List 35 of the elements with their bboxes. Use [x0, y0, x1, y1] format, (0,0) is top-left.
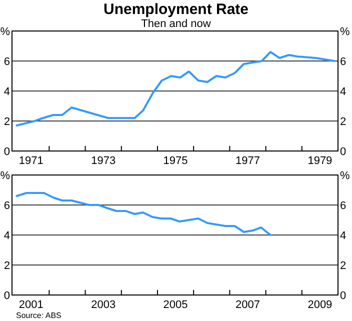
y-tick-label: 2	[4, 260, 10, 272]
line-series	[16, 192, 272, 236]
x-tick-label: 2005	[163, 299, 188, 311]
y-tick-label: %	[0, 170, 10, 182]
x-tick-label: 1979	[308, 155, 332, 167]
chart-subtitle: Then and now	[141, 18, 211, 30]
y2-tick-label: %	[340, 26, 350, 38]
y-tick-label: 2	[4, 116, 10, 128]
y2-tick-label: 6	[340, 200, 346, 212]
y-tick-label: 4	[4, 230, 10, 242]
y2-tick-label: 6	[340, 56, 346, 68]
y2-tick-label: 4	[340, 230, 346, 242]
x-tick-label: 2007	[236, 299, 260, 311]
x-tick-label: 1971	[18, 155, 44, 167]
y-tick-label: 4	[4, 86, 10, 98]
y-tick-label: 0	[4, 146, 10, 158]
x-tick-label: 1973	[91, 155, 116, 167]
source-note: Source: ABS	[16, 311, 62, 320]
y2-tick-label: 0	[340, 146, 346, 158]
chart-title: Unemployment Rate	[103, 1, 249, 18]
y2-tick-label: %	[340, 170, 350, 182]
x-tick-label: 2001	[18, 299, 44, 311]
y2-tick-label: 0	[340, 290, 346, 302]
x-tick-label: 1975	[163, 155, 188, 167]
y-tick-label: 0	[4, 290, 10, 302]
y2-tick-label: 2	[340, 260, 346, 272]
x-tick-label: 2009	[308, 299, 332, 311]
line-series	[16, 51, 336, 126]
y-tick-label: 6	[4, 56, 10, 68]
y2-tick-label: 4	[340, 86, 346, 98]
x-tick-label: 2003	[91, 299, 116, 311]
y2-tick-label: 2	[340, 116, 346, 128]
y-tick-label: %	[0, 26, 10, 38]
x-tick-label: 1977	[236, 155, 260, 167]
y-tick-label: 6	[4, 200, 10, 212]
